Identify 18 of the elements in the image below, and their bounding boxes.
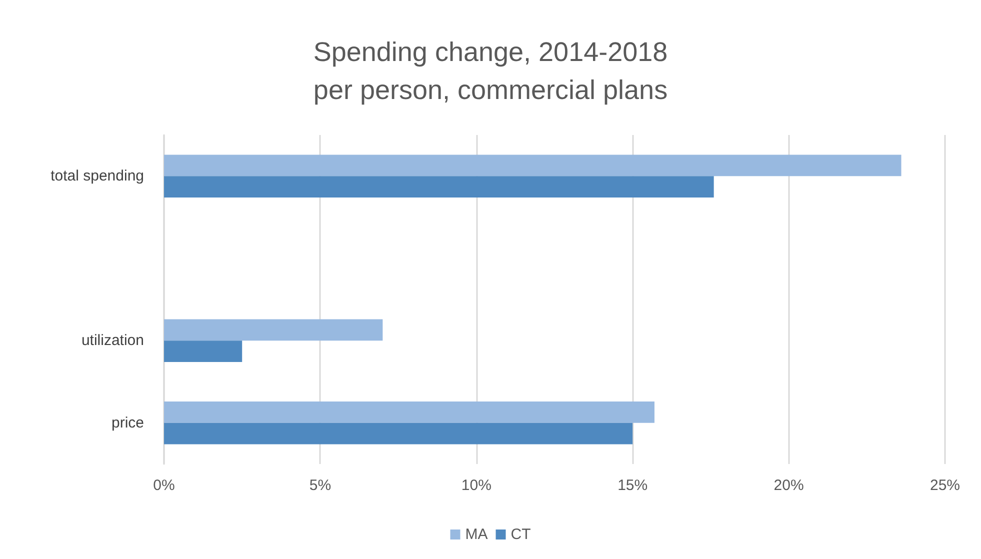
chart-title: Spending change, 2014-2018 per person, commercial plans bbox=[313, 37, 668, 105]
bar bbox=[164, 176, 714, 198]
y-tick-label: utilization bbox=[81, 332, 144, 350]
bar bbox=[164, 154, 902, 176]
x-tick-label: 0% bbox=[153, 477, 175, 494]
bar bbox=[164, 319, 383, 341]
legend-label: MA bbox=[465, 526, 488, 543]
x-tick-label: 5% bbox=[309, 477, 332, 494]
bar bbox=[164, 422, 633, 444]
x-tick-label: 10% bbox=[461, 477, 492, 494]
x-tick-label: 20% bbox=[774, 477, 804, 494]
x-tick-label: 25% bbox=[930, 477, 960, 494]
y-tick-label: price bbox=[111, 414, 144, 432]
y-tick-label: total spending bbox=[50, 168, 144, 185]
legend-label: CT bbox=[510, 526, 531, 543]
x-tick-label: 15% bbox=[618, 477, 648, 494]
bar bbox=[164, 340, 242, 362]
bar bbox=[164, 401, 654, 423]
